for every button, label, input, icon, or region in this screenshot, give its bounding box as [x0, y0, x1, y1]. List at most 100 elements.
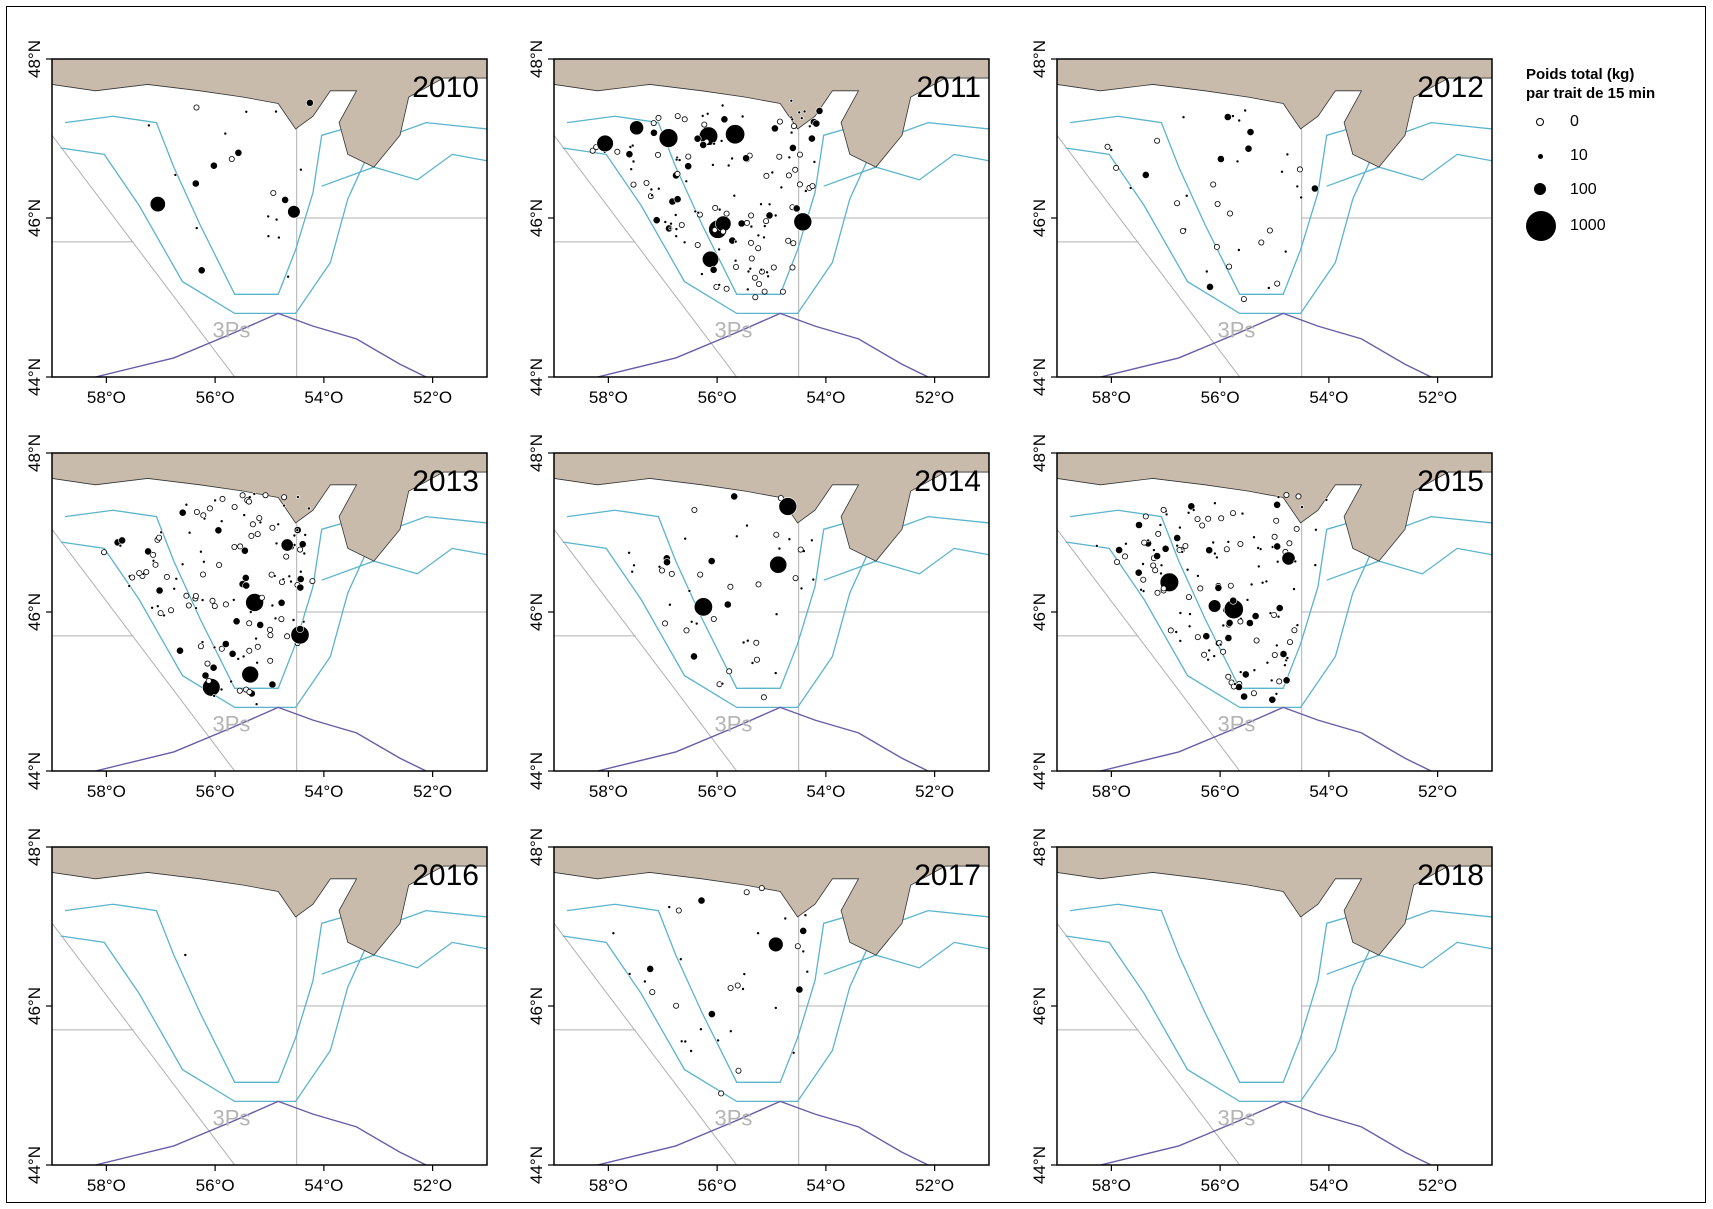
survey-station — [1241, 670, 1250, 679]
survey-station — [699, 141, 708, 149]
survey-station — [1194, 516, 1201, 523]
survey-station — [268, 680, 277, 689]
lon-tick-label: 52°O — [413, 782, 452, 801]
survey-station — [277, 598, 286, 607]
survey-station — [1240, 296, 1247, 303]
survey-station — [693, 597, 713, 617]
survey-station — [246, 647, 253, 654]
survey-station — [1179, 227, 1186, 234]
division-boundary — [1057, 529, 1241, 771]
survey-station — [774, 612, 779, 616]
lon-tick-label: 58°O — [87, 388, 126, 407]
survey-station — [742, 972, 747, 976]
survey-station — [202, 560, 206, 564]
survey-station — [254, 531, 261, 538]
lon-tick-label: 56°O — [1201, 1176, 1240, 1195]
survey-station — [685, 153, 692, 160]
survey-station — [229, 679, 233, 684]
land-mass — [554, 453, 989, 562]
survey-station — [194, 226, 199, 230]
survey-station — [155, 586, 164, 595]
lon-tick-label: 52°O — [1418, 1176, 1457, 1195]
lon-tick-label: 56°O — [196, 1176, 235, 1195]
survey-station — [258, 594, 265, 601]
medium-dot-icon — [1534, 183, 1546, 195]
survey-station — [792, 575, 799, 582]
survey-station — [1226, 263, 1233, 270]
shelf-edge — [1100, 312, 1432, 377]
survey-station — [1271, 533, 1278, 540]
survey-station — [1182, 543, 1189, 550]
survey-station — [673, 213, 678, 217]
year-label: 2014 — [914, 465, 981, 498]
survey-station — [1313, 563, 1318, 567]
survey-station — [299, 569, 303, 574]
survey-station — [767, 202, 772, 207]
survey-station — [1211, 540, 1215, 545]
lon-tick-label: 54°O — [1309, 388, 1348, 407]
survey-station — [723, 285, 730, 292]
survey-station — [296, 495, 300, 499]
survey-station — [679, 1039, 684, 1044]
figure-frame: 3Ps 2010 58°O 56°O 54°O 52°O 44°N 46°N 48°N 3Ps 20… — [6, 6, 1706, 1203]
survey-station — [291, 618, 296, 622]
survey-station — [770, 170, 775, 175]
survey-station — [287, 205, 301, 219]
survey-station — [765, 211, 774, 220]
survey-station — [650, 120, 657, 127]
survey-station — [1109, 148, 1114, 152]
survey-station — [183, 592, 190, 599]
shelf-edge — [597, 706, 929, 771]
survey-station — [255, 660, 259, 665]
survey-station — [1274, 280, 1281, 287]
survey-station — [214, 526, 223, 535]
survey-station — [790, 123, 797, 130]
survey-station — [773, 531, 780, 538]
lon-tick-label: 54°O — [806, 1176, 845, 1195]
survey-station — [216, 562, 223, 569]
survey-station — [701, 121, 708, 128]
depth-contour — [321, 153, 487, 187]
survey-station — [674, 227, 679, 231]
survey-station — [1268, 695, 1277, 704]
survey-station — [1266, 227, 1273, 234]
survey-station — [1295, 623, 1300, 627]
survey-station — [668, 570, 675, 577]
survey-station — [1128, 186, 1133, 190]
survey-station — [679, 957, 683, 961]
survey-station — [1185, 567, 1190, 572]
survey-station — [118, 536, 126, 545]
depth-contour — [64, 115, 366, 295]
survey-station — [267, 657, 274, 664]
lon-tick-label: 52°O — [915, 388, 954, 407]
survey-station — [759, 267, 764, 272]
survey-station — [629, 120, 644, 136]
survey-station — [1245, 619, 1254, 627]
division-label: 3Ps — [714, 1105, 752, 1130]
survey-station — [298, 540, 307, 549]
map-panel-2016: 3Ps 2016 58°O 56°O 54°O 52°O 44°N 46°N 48°N — [25, 828, 488, 1195]
division-boundary — [554, 923, 738, 1165]
survey-station — [791, 1051, 796, 1055]
survey-station — [1175, 543, 1179, 548]
lon-tick-label: 56°O — [196, 782, 235, 801]
survey-station — [766, 274, 770, 279]
survey-station — [297, 546, 304, 553]
survey-station — [245, 498, 252, 505]
survey-station — [242, 581, 251, 590]
survey-station — [193, 104, 200, 111]
legend: Poids total (kg) par trait de 15 min 0 1… — [1526, 65, 1711, 245]
survey-station — [232, 617, 241, 626]
survey-station — [284, 633, 291, 640]
survey-station — [185, 602, 192, 609]
survey-station — [790, 240, 797, 247]
survey-station — [730, 156, 734, 161]
survey-station — [241, 665, 259, 684]
survey-station — [742, 154, 750, 163]
depth-contour — [566, 903, 868, 1083]
lon-tick-label: 54°O — [1309, 782, 1348, 801]
survey-station — [799, 586, 804, 591]
survey-station — [241, 654, 246, 659]
depth-contour — [566, 115, 868, 295]
survey-station — [630, 569, 634, 574]
